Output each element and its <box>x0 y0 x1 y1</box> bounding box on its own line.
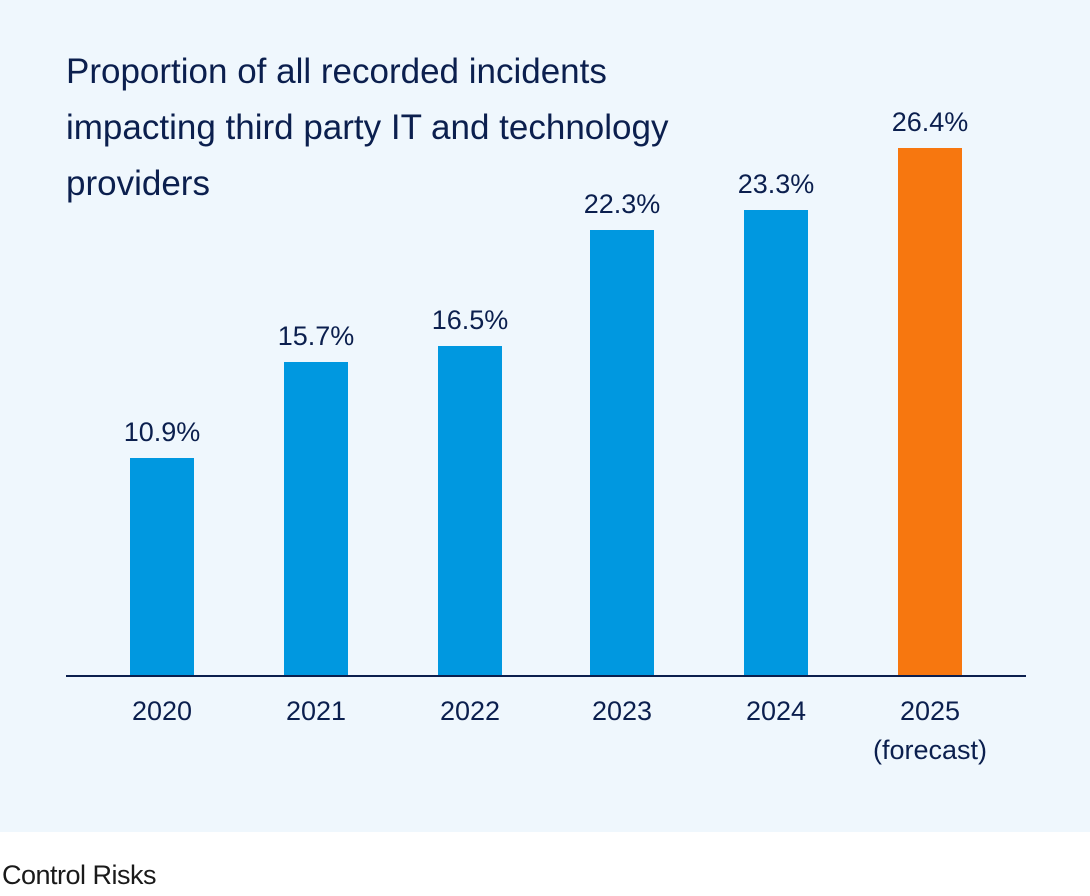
value-label-2021: 15.7% <box>278 321 355 351</box>
bar-2022 <box>438 346 502 676</box>
bars-group <box>130 148 962 676</box>
bar-chart: 10.9%15.7%16.5%22.3%23.3%26.4% 2020 2021 2… <box>66 107 1026 765</box>
x-tick-label-2021: 2021 <box>286 696 346 726</box>
value-label-2020: 10.9% <box>124 417 201 447</box>
bar-2025 <box>898 148 962 676</box>
value-label-2022: 16.5% <box>432 305 509 335</box>
chart-title: Proportion of all recorded incidents imp… <box>66 52 669 203</box>
chart-card: Proportion of all recorded incidents imp… <box>0 0 1090 832</box>
value-label-2023: 22.3% <box>584 189 661 219</box>
x-tick-label-2020: 2020 <box>132 696 192 726</box>
bar-2020 <box>130 458 194 676</box>
bar-2021 <box>284 362 348 676</box>
x-tick-label-2023: 2023 <box>592 696 652 726</box>
value-label-2025: 26.4% <box>892 107 969 137</box>
value-labels-group: 10.9% 15.7% 16.5% 22.3% 23.3% 26.4% <box>124 107 969 447</box>
bar-2023 <box>590 230 654 676</box>
x-tick-labels-group: 2020 2021 2022 2023 2024 2025 (forecast) <box>132 696 987 765</box>
source-credit: Control Risks <box>2 860 157 890</box>
bar-2024 <box>744 210 808 676</box>
x-tick-label-2024: 2024 <box>746 696 806 726</box>
value-label-2024: 23.3% <box>738 169 815 199</box>
x-tick-label-2025: 2025 (forecast) <box>873 696 987 765</box>
x-tick-label-2022: 2022 <box>440 696 500 726</box>
